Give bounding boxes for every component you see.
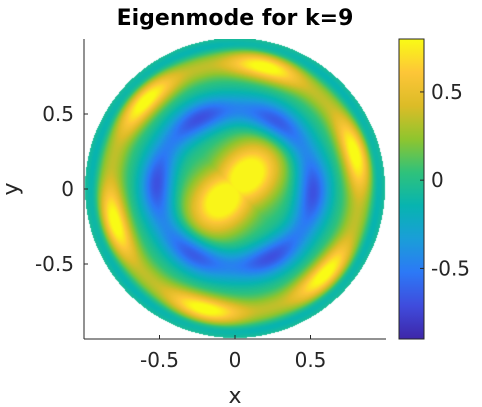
chart-title: Eigenmode for k=9 [117, 6, 354, 31]
colorbar-tick-label: 0.5 [431, 80, 463, 104]
x-tick-label: 0 [229, 348, 242, 372]
y-tick-label: 0.5 [42, 102, 74, 126]
x-tick-label: -0.5 [140, 348, 179, 372]
y-tick-label: -0.5 [35, 252, 74, 276]
y-tick-label: 0 [61, 177, 74, 201]
x-tick-label: 0.5 [295, 348, 327, 372]
colorbar: 0.5 0 -0.5 [398, 38, 470, 340]
plot-area [83, 39, 386, 340]
y-tick-group: 0.5 0 -0.5 [35, 102, 88, 276]
x-axis-label: x [228, 384, 241, 407]
colorbar-gradient [398, 38, 425, 340]
colorbar-tick-label: -0.5 [431, 256, 470, 280]
colorbar-tick-label: 0 [431, 168, 444, 192]
y-axis-label: y [0, 182, 24, 195]
colorbar-tick-group: 0.5 0 -0.5 [420, 80, 470, 280]
x-tick-group: -0.5 0 0.5 [140, 335, 326, 372]
eigenmode-heatmap [84, 39, 386, 339]
